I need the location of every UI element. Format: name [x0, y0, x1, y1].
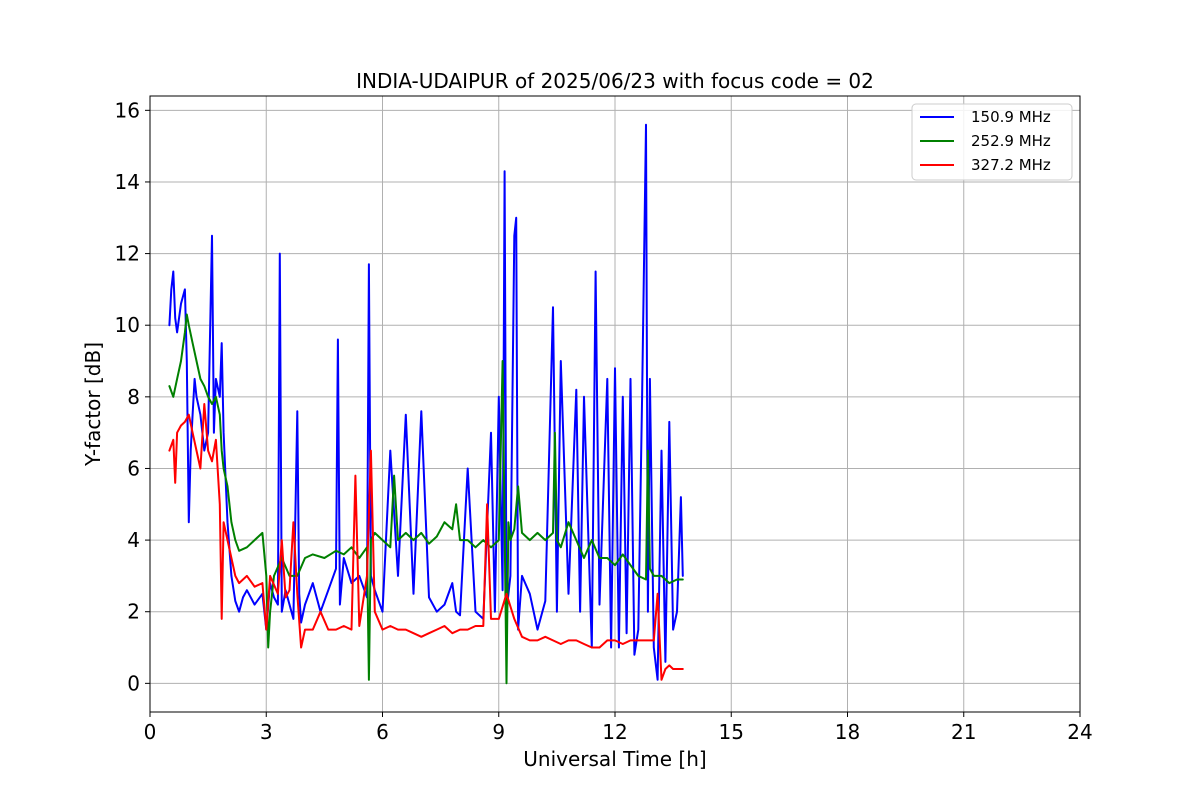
x-tick-label: 15 [719, 720, 744, 744]
y-tick-label: 16 [115, 98, 140, 122]
x-tick-label: 6 [376, 720, 389, 744]
x-tick-label: 9 [492, 720, 505, 744]
y-tick-label: 8 [127, 385, 140, 409]
y-tick-label: 14 [115, 170, 140, 194]
series-layer [168, 123, 684, 685]
legend-label-1: 150.9 MHz [971, 108, 1051, 126]
y-tick-label: 6 [127, 456, 140, 480]
y-tick-label: 2 [127, 600, 140, 624]
y-axis-label: Y-factor [dB] [81, 342, 105, 467]
x-tick-label: 18 [835, 720, 860, 744]
x-tick-label: 0 [144, 720, 157, 744]
y-tick-label: 0 [127, 671, 140, 695]
legend-box [911, 103, 1073, 181]
series-line-3 [168, 403, 684, 681]
x-tick-label: 12 [602, 720, 627, 744]
y-tick-label: 4 [127, 528, 140, 552]
series-line-1 [168, 123, 684, 681]
x-tick-label: 21 [951, 720, 976, 744]
legend: 150.9 MHz 252.9 MHz 327.2 MHz [911, 103, 1073, 181]
y-tick-label: 12 [115, 242, 140, 266]
x-tick-label: 3 [260, 720, 273, 744]
series-line-2 [168, 313, 684, 685]
x-axis-label: Universal Time [h] [523, 747, 706, 771]
legend-label-3: 327.2 MHz [971, 156, 1051, 174]
y-tick-label: 10 [115, 313, 140, 337]
x-tick-label: 24 [1067, 720, 1092, 744]
chart-title: INDIA-UDAIPUR of 2025/06/23 with focus c… [356, 69, 874, 93]
legend-label-2: 252.9 MHz [971, 132, 1051, 150]
